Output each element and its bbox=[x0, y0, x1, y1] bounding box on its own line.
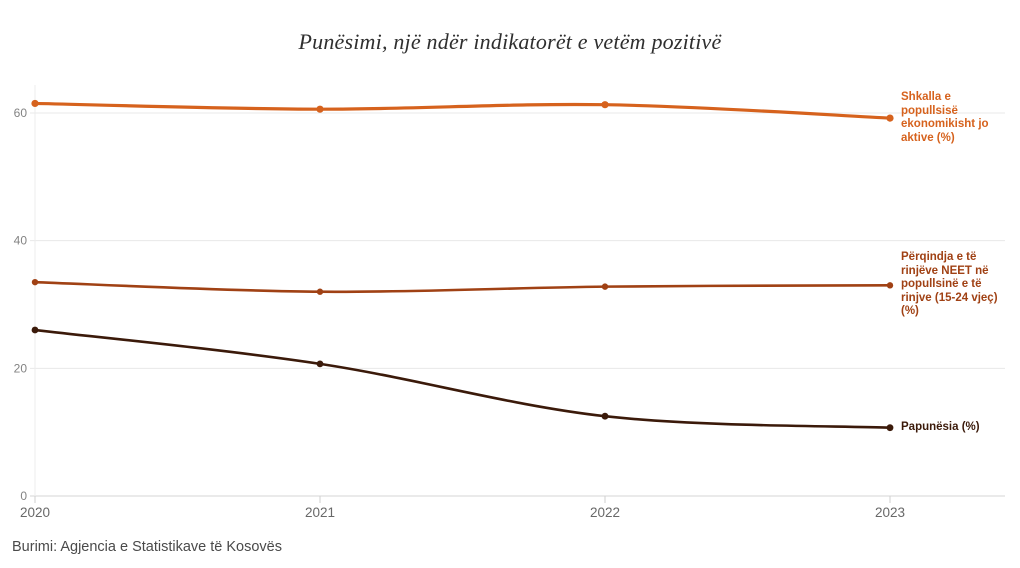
data-point-marker bbox=[601, 283, 609, 290]
data-point-marker bbox=[886, 282, 894, 289]
y-gridlines bbox=[30, 112, 1005, 497]
x-tick-label: 2022 bbox=[590, 505, 620, 520]
x-axis-ticks bbox=[34, 496, 891, 503]
data-point-marker bbox=[316, 288, 324, 295]
y-axis-labels: 0 20 40 60 bbox=[14, 106, 28, 503]
chart-title: Punësimi, një ndër indikatorët e vetëm p… bbox=[298, 29, 722, 54]
data-point-marker bbox=[601, 101, 609, 109]
series-line bbox=[31, 278, 894, 295]
y-tick-label: 40 bbox=[14, 234, 28, 248]
data-point-marker bbox=[316, 360, 324, 368]
data-point-marker bbox=[31, 326, 39, 334]
y-tick-label: 60 bbox=[14, 106, 28, 120]
data-point-marker bbox=[31, 278, 39, 286]
x-tick-label: 2021 bbox=[305, 505, 335, 520]
series-path bbox=[33, 328, 892, 429]
y-tick-label: 0 bbox=[20, 489, 27, 503]
data-point-marker bbox=[31, 99, 39, 108]
x-tick-label: 2023 bbox=[875, 505, 905, 520]
series-path bbox=[33, 101, 892, 120]
data-point-marker bbox=[886, 424, 894, 432]
data-point-marker bbox=[601, 412, 609, 420]
series-path bbox=[33, 280, 892, 294]
series-line bbox=[31, 326, 894, 432]
x-tick-label: 2020 bbox=[20, 505, 50, 520]
data-point-marker bbox=[886, 114, 894, 122]
source-note: Burimi: Agjencia e Statistikave të Kosov… bbox=[12, 539, 282, 555]
data-point-marker bbox=[316, 105, 324, 113]
y-tick-label: 20 bbox=[14, 361, 28, 375]
series-line bbox=[31, 99, 894, 122]
x-axis-labels: 2020 2021 2022 2023 bbox=[20, 505, 905, 520]
